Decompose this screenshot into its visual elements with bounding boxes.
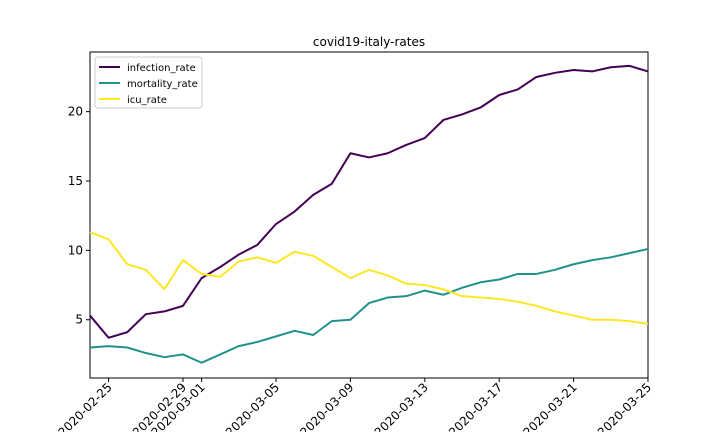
legend: infection_rate mortality_rate icu_rate (94, 56, 203, 109)
legend-label-infection_rate: infection_rate (127, 63, 196, 74)
x-tick-label: 2020-03-25 (595, 380, 654, 432)
legend-label-mortality_rate: mortality_rate (127, 79, 198, 90)
series-line-infection_rate (89, 64, 649, 339)
y-axis: 5 10 15 20 (68, 105, 90, 327)
x-tick-label: 2020-03-13 (372, 380, 431, 432)
series-group (89, 64, 649, 364)
series-line-icu_rate (89, 231, 649, 325)
y-tick-label: 5 (75, 313, 83, 327)
x-tick-label: 2020-03-21 (521, 380, 580, 432)
legend-frame (94, 56, 203, 109)
x-tick-label: 2020-03-09 (297, 380, 356, 432)
chart-title: covid19-italy-rates (313, 35, 425, 49)
x-tick-label: 2020-02-25 (56, 380, 115, 432)
x-tick-label: 2020-03-05 (223, 380, 282, 432)
series-line-mortality_rate (89, 248, 649, 364)
y-tick-label: 10 (68, 243, 83, 257)
x-tick-label: 2020-03-17 (446, 380, 505, 432)
y-tick-label: 15 (68, 174, 83, 188)
y-tick-label: 20 (68, 105, 83, 119)
legend-label-icu_rate: icu_rate (127, 95, 167, 106)
